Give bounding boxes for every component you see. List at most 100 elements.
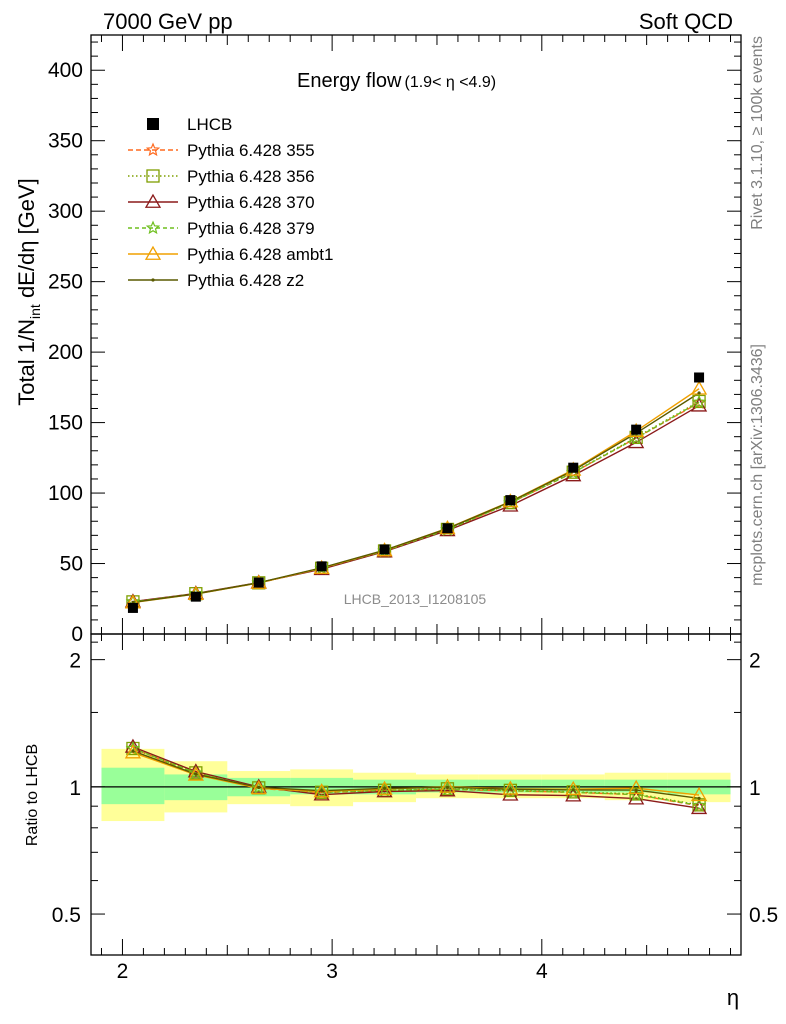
y-tick-label: 400 [48, 59, 83, 82]
series-line-4 [132, 388, 700, 604]
marker-triangle [690, 786, 708, 801]
legend-label: Pythia 6.428 ambt1 [187, 245, 333, 264]
legend-label: Pythia 6.428 356 [187, 167, 315, 186]
marker-dot [131, 749, 135, 753]
ratio-line-5 [132, 750, 700, 799]
marker-dot [151, 278, 155, 282]
data-point [379, 544, 390, 555]
marker-triangle [144, 193, 162, 208]
legend-label: Pythia 6.428 379 [187, 219, 315, 238]
marker-dot [445, 785, 450, 789]
marker-triangle [565, 780, 582, 796]
marker-dot [320, 789, 324, 793]
marker-dot [571, 788, 575, 792]
legend-label: LHCB [187, 115, 232, 134]
ratio-series-markers [124, 738, 708, 815]
legend-label: Pythia 6.428 370 [187, 193, 315, 212]
chart-title: Energy flow (1.9< η <4.9) [297, 70, 496, 92]
data-point [190, 591, 201, 602]
marker-triangle [124, 744, 142, 759]
y-tick-label: 300 [48, 200, 83, 223]
series-line-2 [132, 405, 700, 603]
series-line-5 [132, 392, 700, 603]
y-tick-label: 150 [48, 412, 83, 435]
marker-dot [697, 796, 701, 800]
ratio-tick-label: 0.5 [52, 904, 81, 927]
data-point [694, 372, 705, 383]
marker-dot [194, 772, 198, 776]
legend: LHCB Pythia 6.428 355 Pythia 6.428 356 Pyth… [128, 115, 333, 290]
legend-label: Pythia 6.428 z2 [187, 271, 304, 290]
y-axis-label: Total 1/Nint dE/dη [GeV] [14, 178, 43, 406]
marker-triangle [628, 779, 645, 795]
y-axis-label-sub: int [27, 304, 43, 319]
process-label: Soft QCD [639, 9, 733, 34]
data-point [442, 523, 453, 534]
lhcb-data-points [127, 372, 705, 613]
marker-triangle [313, 786, 330, 801]
main-series-lines [132, 388, 700, 604]
marker-star [145, 142, 161, 157]
marker-star [628, 787, 644, 801]
mcplots-label: mcplots.cern.ch [arXiv:1306.3436] [749, 344, 766, 586]
data-point [568, 462, 579, 473]
energy-label: 7000 GeV pp [103, 9, 233, 34]
ratio-tick-label-right: 1 [749, 777, 761, 800]
main-series-markers [124, 380, 708, 609]
marker-star [251, 780, 266, 794]
marker-dot [257, 785, 261, 789]
data-point [505, 495, 516, 506]
chart-title-main: Energy flow [297, 70, 402, 92]
marker-triangle [690, 799, 708, 815]
ratio-line-2 [132, 746, 700, 809]
y-tick-label: 100 [48, 482, 83, 505]
marker-dot [508, 787, 512, 791]
marker-triangle [313, 783, 330, 798]
marker-triangle [502, 780, 519, 795]
series-line-3 [132, 401, 700, 603]
marker-star [314, 784, 329, 799]
series-line-0 [132, 402, 700, 603]
data-point [316, 561, 327, 572]
axis-ticks: 0 50 100 150 200 250 300 350 400 0.5 0.5 1 1 2 2 2 3 4 [48, 35, 778, 983]
marker-star [145, 220, 161, 235]
data-point [127, 602, 138, 613]
marker-triangle [144, 245, 162, 260]
ratio-axis-label: Ratio to LHCB [24, 744, 41, 846]
series-line-1 [132, 400, 700, 603]
marker-triangle [250, 780, 267, 795]
marker-star [691, 394, 707, 409]
x-axis-label: η [727, 985, 739, 1010]
y-tick-label: 350 [48, 130, 83, 153]
y-axis-label-main: Total 1/N [14, 319, 39, 406]
x-tick-label: 2 [117, 960, 129, 983]
marker-triangle [187, 766, 204, 781]
ratio-tick-label: 1 [69, 777, 81, 800]
analysis-label: LHCB_2013_I1208105 [344, 591, 487, 607]
y-tick-label: 250 [48, 271, 83, 294]
marker-dot [634, 788, 638, 792]
y-tick-label: 200 [48, 341, 83, 364]
ratio-uncertainty-bands [101, 748, 731, 822]
data-point [253, 577, 264, 588]
x-tick-label: 3 [326, 960, 338, 983]
x-tick-label: 4 [536, 960, 548, 983]
marker-dot [382, 786, 387, 790]
marker-star [691, 797, 707, 812]
ratio-series-lines [132, 746, 700, 809]
marker-triangle [439, 778, 456, 793]
data-point [631, 424, 642, 435]
legend-marker-data [147, 118, 159, 130]
marker-square [146, 169, 160, 183]
marker-triangle [376, 780, 393, 795]
ratio-tick-label: 2 [69, 650, 81, 673]
band-inner [101, 767, 165, 805]
y-axis-label-rest: dE/dη [GeV] [14, 178, 39, 304]
marker-dot [697, 391, 701, 395]
chart-title-range: (1.9< η <4.9) [405, 74, 497, 91]
rivet-label: Rivet 3.1.10, ≥ 100k events [749, 36, 766, 230]
y-tick-label: 50 [60, 553, 83, 576]
legend-label: Pythia 6.428 355 [187, 141, 315, 160]
ratio-tick-label-right: 2 [749, 650, 761, 673]
